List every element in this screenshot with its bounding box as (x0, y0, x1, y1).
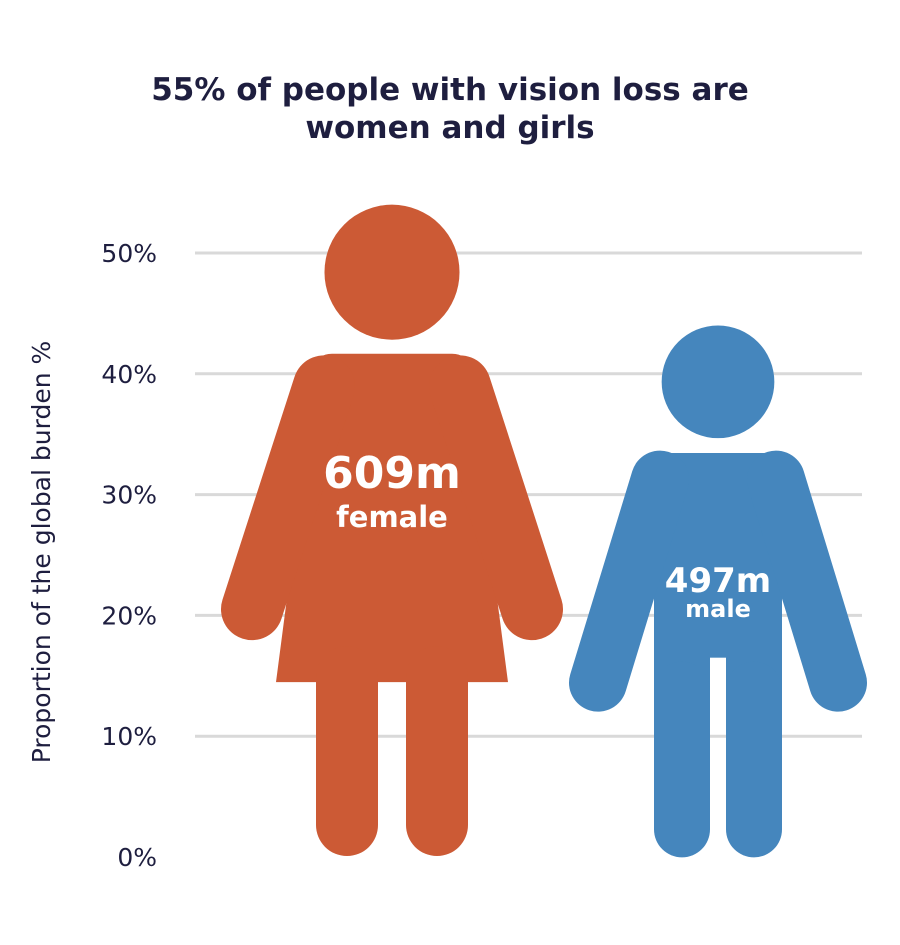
y-tick-label: 40% (101, 360, 157, 389)
category-label: female (336, 500, 448, 534)
value-label: 609m (323, 448, 461, 499)
chart-title-line-2: women and girls (305, 110, 594, 146)
figure-head (661, 325, 775, 439)
figure-right-arm (747, 450, 867, 712)
figure-right-arm (429, 355, 563, 641)
figure-left-arm (569, 450, 689, 712)
y-tick-label: 0% (117, 843, 157, 872)
figure-head (324, 204, 460, 340)
y-tick-label: 50% (101, 239, 157, 268)
category-label: male (685, 595, 751, 623)
figure-left-arm (221, 355, 355, 641)
value-label: 497m (665, 561, 771, 601)
y-tick-label: 20% (101, 601, 157, 630)
leg-gap (710, 657, 726, 702)
chart-title-line-1: 55% of people with vision loss are (151, 72, 749, 108)
chart-title: 55% of people with vision loss are women… (151, 72, 749, 146)
figure-body (654, 453, 782, 700)
y-tick-labels: 0% 10% 20% 30% 40% 50% (101, 239, 157, 872)
y-tick-label: 30% (101, 481, 157, 510)
y-tick-label: 10% (101, 722, 157, 751)
y-axis-label: Proportion of the global burden % (27, 341, 56, 764)
